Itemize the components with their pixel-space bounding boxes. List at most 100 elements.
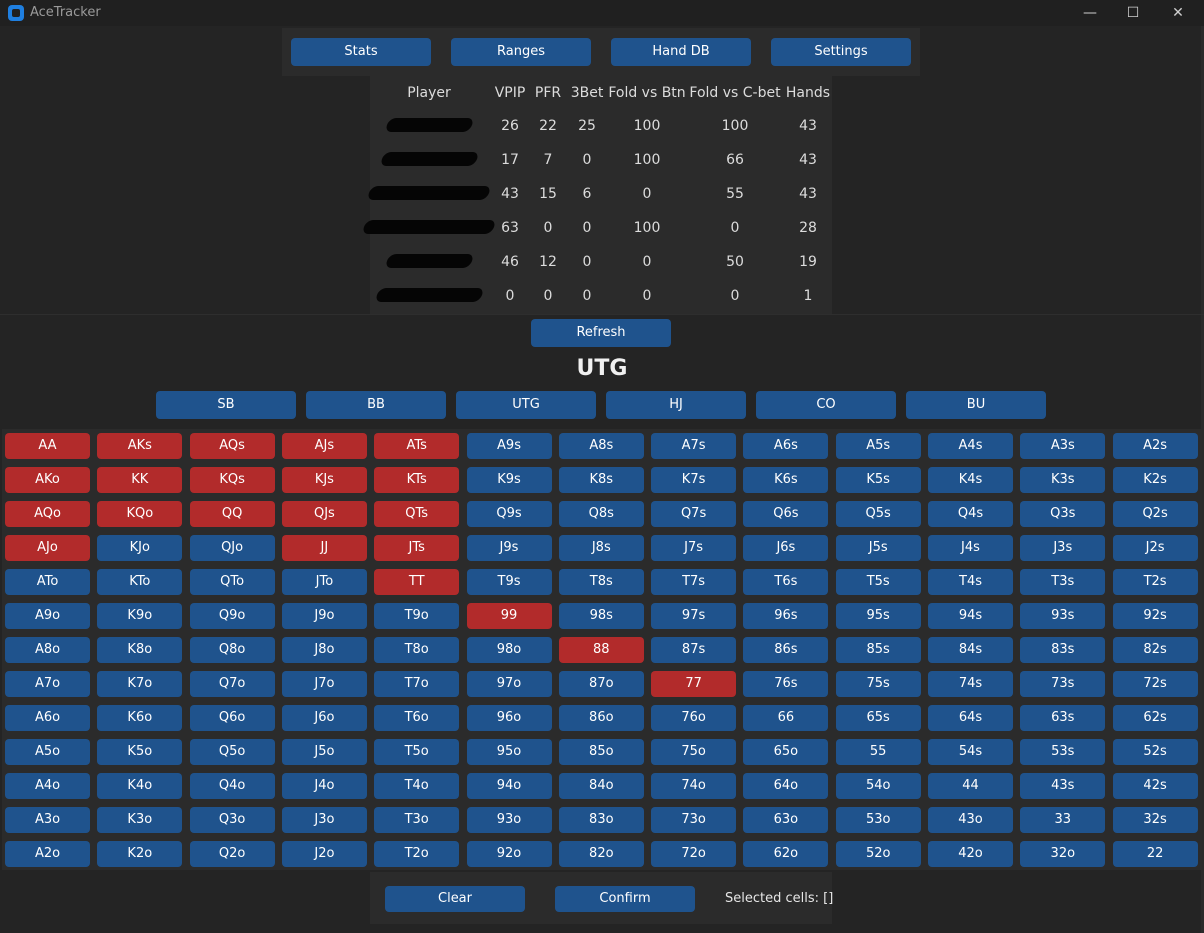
hand-cell-tt[interactable]: TT [374, 569, 460, 595]
hand-cell-43s[interactable]: 43s [1020, 773, 1106, 799]
hand-cell-q4s[interactable]: Q4s [928, 501, 1013, 527]
hand-cell-t8o[interactable]: T8o [374, 637, 460, 663]
hand-cell-97s[interactable]: 97s [651, 603, 737, 629]
hand-cell-qts[interactable]: QTs [374, 501, 460, 527]
hand-cell-k6s[interactable]: K6s [743, 467, 829, 493]
position-button-bb[interactable]: BB [306, 391, 446, 419]
hand-cell-q6s[interactable]: Q6s [743, 501, 829, 527]
minimize-button[interactable]: — [1083, 5, 1097, 21]
hand-cell-66[interactable]: 66 [743, 705, 829, 731]
hand-cell-j2o[interactable]: J2o [281, 841, 367, 867]
hand-cell-44[interactable]: 44 [928, 773, 1013, 799]
hand-cell-kk[interactable]: KK [97, 467, 183, 493]
hand-cell-j7o[interactable]: J7o [281, 671, 367, 697]
hand-cell-92o[interactable]: 92o [466, 841, 552, 867]
hand-cell-qjs[interactable]: QJs [281, 501, 367, 527]
hand-cell-a4o[interactable]: A4o [5, 773, 90, 799]
hand-cell-a7s[interactable]: A7s [651, 433, 737, 459]
position-button-utg[interactable]: UTG [456, 391, 596, 419]
hand-cell-76s[interactable]: 76s [743, 671, 829, 697]
hand-cell-aqs[interactable]: AQs [189, 433, 275, 459]
hand-cell-k9o[interactable]: K9o [97, 603, 183, 629]
hand-cell-q4o[interactable]: Q4o [189, 773, 275, 799]
hand-cell-q8s[interactable]: Q8s [558, 501, 644, 527]
hand-db-tab-button[interactable]: Hand DB [611, 38, 751, 66]
hand-cell-98s[interactable]: 98s [558, 603, 644, 629]
hand-cell-q8o[interactable]: Q8o [189, 637, 275, 663]
position-button-bu[interactable]: BU [906, 391, 1046, 419]
hand-cell-a8o[interactable]: A8o [5, 637, 90, 663]
hand-cell-63s[interactable]: 63s [1020, 705, 1106, 731]
hand-cell-q7o[interactable]: Q7o [189, 671, 275, 697]
hand-cell-42o[interactable]: 42o [928, 841, 1013, 867]
hand-cell-t7o[interactable]: T7o [374, 671, 460, 697]
hand-cell-t2o[interactable]: T2o [374, 841, 460, 867]
hand-cell-76o[interactable]: 76o [651, 705, 737, 731]
hand-cell-aqo[interactable]: AQo [5, 501, 90, 527]
hand-cell-jj[interactable]: JJ [281, 535, 367, 561]
hand-cell-95s[interactable]: 95s [835, 603, 921, 629]
hand-cell-k5s[interactable]: K5s [835, 467, 921, 493]
hand-cell-a3s[interactable]: A3s [1020, 433, 1106, 459]
hand-cell-75o[interactable]: 75o [651, 739, 737, 765]
hand-cell-87o[interactable]: 87o [558, 671, 644, 697]
hand-cell-95o[interactable]: 95o [466, 739, 552, 765]
hand-cell-t5s[interactable]: T5s [835, 569, 921, 595]
hand-cell-j3s[interactable]: J3s [1020, 535, 1106, 561]
hand-cell-52s[interactable]: 52s [1112, 739, 1198, 765]
hand-cell-q7s[interactable]: Q7s [651, 501, 737, 527]
hand-cell-t8s[interactable]: T8s [558, 569, 644, 595]
hand-cell-42s[interactable]: 42s [1112, 773, 1198, 799]
hand-cell-k2o[interactable]: K2o [97, 841, 183, 867]
hand-cell-a9s[interactable]: A9s [466, 433, 552, 459]
refresh-button[interactable]: Refresh [531, 319, 671, 347]
hand-cell-t9s[interactable]: T9s [466, 569, 552, 595]
hand-cell-j5o[interactable]: J5o [281, 739, 367, 765]
hand-cell-a2s[interactable]: A2s [1112, 433, 1198, 459]
hand-cell-88[interactable]: 88 [558, 637, 644, 663]
hand-cell-33[interactable]: 33 [1020, 807, 1106, 833]
clear-button[interactable]: Clear [385, 886, 525, 912]
hand-cell-k8o[interactable]: K8o [97, 637, 183, 663]
hand-cell-kjs[interactable]: KJs [281, 467, 367, 493]
hand-cell-a5o[interactable]: A5o [5, 739, 90, 765]
hand-cell-77[interactable]: 77 [651, 671, 737, 697]
hand-cell-53o[interactable]: 53o [835, 807, 921, 833]
hand-cell-75s[interactable]: 75s [835, 671, 921, 697]
hand-cell-54o[interactable]: 54o [835, 773, 921, 799]
stats-tab-button[interactable]: Stats [291, 38, 431, 66]
hand-cell-a6o[interactable]: A6o [5, 705, 90, 731]
hand-cell-97o[interactable]: 97o [466, 671, 552, 697]
hand-cell-92s[interactable]: 92s [1112, 603, 1198, 629]
hand-cell-j6s[interactable]: J6s [743, 535, 829, 561]
hand-cell-98o[interactable]: 98o [466, 637, 552, 663]
hand-cell-65s[interactable]: 65s [835, 705, 921, 731]
hand-cell-94s[interactable]: 94s [928, 603, 1013, 629]
hand-cell-aks[interactable]: AKs [97, 433, 183, 459]
hand-cell-ats[interactable]: ATs [374, 433, 460, 459]
hand-cell-qjo[interactable]: QJo [189, 535, 275, 561]
hand-cell-t3o[interactable]: T3o [374, 807, 460, 833]
hand-cell-a7o[interactable]: A7o [5, 671, 90, 697]
hand-cell-t6s[interactable]: T6s [743, 569, 829, 595]
hand-cell-j3o[interactable]: J3o [281, 807, 367, 833]
hand-cell-a8s[interactable]: A8s [558, 433, 644, 459]
hand-cell-k7s[interactable]: K7s [651, 467, 737, 493]
hand-cell-t5o[interactable]: T5o [374, 739, 460, 765]
close-button[interactable]: ✕ [1172, 5, 1184, 21]
hand-cell-j4s[interactable]: J4s [928, 535, 1013, 561]
hand-cell-85o[interactable]: 85o [558, 739, 644, 765]
hand-cell-74o[interactable]: 74o [651, 773, 737, 799]
hand-cell-q5s[interactable]: Q5s [835, 501, 921, 527]
hand-cell-q9o[interactable]: Q9o [189, 603, 275, 629]
hand-cell-q2o[interactable]: Q2o [189, 841, 275, 867]
hand-cell-jts[interactable]: JTs [374, 535, 460, 561]
hand-cell-93o[interactable]: 93o [466, 807, 552, 833]
hand-cell-ako[interactable]: AKo [5, 467, 90, 493]
hand-cell-j7s[interactable]: J7s [651, 535, 737, 561]
hand-cell-a3o[interactable]: A3o [5, 807, 90, 833]
hand-cell-t9o[interactable]: T9o [374, 603, 460, 629]
hand-cell-a5s[interactable]: A5s [835, 433, 921, 459]
hand-cell-73s[interactable]: 73s [1020, 671, 1106, 697]
position-button-sb[interactable]: SB [156, 391, 296, 419]
